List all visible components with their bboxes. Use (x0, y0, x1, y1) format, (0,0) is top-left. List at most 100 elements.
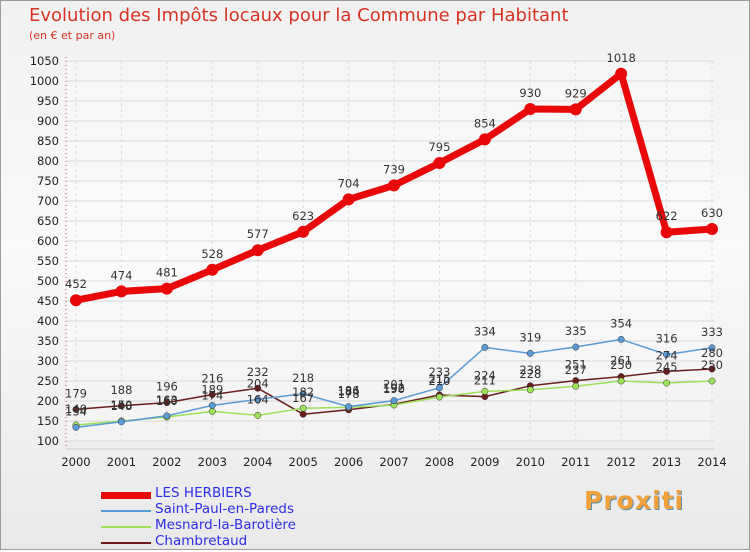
data-point-les-herbiers-2010 (524, 103, 537, 115)
data-point-chambretaud-2003 (208, 391, 216, 399)
data-label-mesnard-la-baroti-re-2009: 224 (474, 368, 496, 382)
data-point-chambretaud-2013 (663, 367, 671, 375)
data-point-les-herbiers-2002 (160, 282, 173, 295)
data-label-saint-paul-en-pareds-2010: 319 (519, 330, 541, 344)
y-tick-label-1000: 1000 (30, 74, 59, 88)
data-label-saint-paul-en-pareds-2004: 204 (247, 376, 269, 390)
data-label-mesnard-la-baroti-re-2005: 182 (292, 385, 314, 399)
data-label-les-herbiers-2004: 577 (247, 227, 269, 241)
data-point-mesnard-la-baroti-re-2010 (526, 386, 534, 394)
x-tick-label-2001: 2001 (107, 455, 136, 469)
data-label-saint-paul-en-pareds-2007: 201 (383, 378, 405, 392)
legend-swatch-mesnard-la-baroti-re (101, 526, 151, 528)
y-tick-label-850: 850 (37, 134, 59, 148)
data-label-saint-paul-en-pareds-2012: 354 (610, 316, 632, 330)
y-tick-label-900: 900 (37, 114, 59, 128)
data-point-saint-paul-en-pareds-2003 (208, 401, 216, 409)
data-point-les-herbiers-2009 (478, 133, 491, 146)
data-label-mesnard-la-baroti-re-2012: 250 (610, 358, 632, 372)
data-label-saint-paul-en-pareds-2013: 316 (656, 332, 678, 346)
legend-label-les-herbiers: LES HERBIERS (155, 485, 252, 501)
data-point-mesnard-la-baroti-re-2011 (572, 382, 580, 390)
data-label-mesnard-la-baroti-re-2002: 160 (156, 394, 178, 408)
chart-title: Evolution des Impôts locaux pour la Comm… (29, 5, 569, 26)
x-tick-label-2012: 2012 (607, 455, 636, 469)
chart-subtitle: (en € et par an) (29, 29, 116, 42)
x-tick-label-2013: 2013 (652, 455, 681, 469)
data-label-chambretaud-2001: 188 (110, 383, 132, 397)
y-tick-label-1050: 1050 (30, 54, 59, 68)
y-tick-label-450: 450 (37, 294, 59, 308)
data-label-les-herbiers-2009: 854 (474, 116, 496, 130)
data-label-les-herbiers-2002: 481 (156, 266, 178, 280)
data-label-saint-paul-en-pareds-2009: 334 (474, 324, 496, 338)
y-tick-label-500: 500 (37, 274, 59, 288)
data-label-saint-paul-en-pareds-2014: 333 (701, 325, 723, 339)
data-point-les-herbiers-2013 (660, 226, 673, 239)
data-label-les-herbiers-2012: 1018 (607, 51, 636, 65)
data-point-les-herbiers-2014 (706, 223, 719, 235)
data-point-les-herbiers-2012 (615, 67, 628, 80)
data-point-les-herbiers-2006 (342, 193, 355, 206)
data-point-les-herbiers-2007 (388, 179, 401, 192)
x-tick-label-2003: 2003 (198, 455, 227, 469)
data-label-mesnard-la-baroti-re-2011: 237 (565, 363, 587, 377)
x-tick-label-2011: 2011 (561, 455, 590, 469)
y-tick-label-400: 400 (37, 314, 59, 328)
data-point-les-herbiers-2004 (251, 244, 264, 257)
data-point-saint-paul-en-pareds-2010 (526, 349, 534, 357)
y-tick-label-800: 800 (37, 154, 59, 168)
legend-swatch-saint-paul-en-pareds (101, 510, 151, 512)
x-tick-label-2010: 2010 (516, 455, 545, 469)
data-label-les-herbiers-2008: 795 (428, 140, 450, 154)
y-tick-label-300: 300 (37, 354, 59, 368)
data-point-chambretaud-2005 (299, 410, 307, 418)
x-tick-label-2004: 2004 (243, 455, 272, 469)
data-point-mesnard-la-baroti-re-2004 (254, 411, 262, 419)
data-point-les-herbiers-2005 (297, 225, 310, 238)
data-label-chambretaud-2004: 232 (247, 365, 269, 379)
data-label-chambretaud-2006: 178 (338, 387, 360, 401)
data-label-chambretaud-2014: 280 (701, 346, 723, 360)
data-point-saint-paul-en-pareds-2011 (572, 343, 580, 351)
y-tick-label-600: 600 (37, 234, 59, 248)
data-point-les-herbiers-2001 (115, 285, 128, 298)
data-point-saint-paul-en-pareds-2007 (390, 397, 398, 405)
legend-label-saint-paul-en-pareds: Saint-Paul-en-Pareds (155, 501, 295, 517)
legend-label-mesnard-la-baroti-re: Mesnard-la-Barotière (155, 517, 296, 533)
data-label-saint-paul-en-pareds-2006: 186 (338, 384, 360, 398)
data-label-chambretaud-2005: 167 (292, 391, 314, 405)
data-label-les-herbiers-2014: 630 (701, 206, 723, 220)
data-label-saint-paul-en-pareds-2003: 189 (201, 382, 223, 396)
data-label-mesnard-la-baroti-re-2001: 150 (110, 398, 132, 412)
data-label-chambretaud-2003: 216 (201, 372, 223, 386)
data-point-mesnard-la-baroti-re-2008 (435, 393, 443, 401)
data-point-mesnard-la-baroti-re-2014 (708, 377, 716, 385)
data-point-saint-paul-en-pareds-2005 (299, 390, 307, 398)
data-point-chambretaud-2002 (163, 399, 171, 407)
data-label-mesnard-la-baroti-re-2007: 190 (383, 382, 405, 396)
data-point-chambretaud-2004 (254, 384, 262, 392)
legend-swatch-les-herbiers (101, 491, 151, 499)
y-tick-label-150: 150 (37, 414, 59, 428)
x-tick-label-2000: 2000 (61, 455, 90, 469)
x-tick-label-2005: 2005 (289, 455, 318, 469)
data-label-chambretaud-2011: 251 (565, 358, 587, 372)
data-label-mesnard-la-baroti-re-2010: 228 (519, 367, 541, 381)
data-label-chambretaud-2010: 238 (519, 363, 541, 377)
data-label-saint-paul-en-pareds-2008: 233 (428, 365, 450, 379)
data-point-saint-paul-en-pareds-2009 (481, 343, 489, 351)
data-point-saint-paul-en-pareds-2000 (72, 423, 80, 431)
y-tick-label-950: 950 (37, 94, 59, 108)
data-label-saint-paul-en-pareds-2005: 218 (292, 371, 314, 385)
x-tick-label-2008: 2008 (425, 455, 454, 469)
data-label-mesnard-la-baroti-re-2006: 184 (338, 384, 360, 398)
data-point-saint-paul-en-pareds-2001 (117, 418, 125, 426)
data-label-chambretaud-2007: 192 (383, 381, 405, 395)
data-point-mesnard-la-baroti-re-2013 (663, 379, 671, 387)
data-point-les-herbiers-2003 (206, 263, 219, 276)
data-point-saint-paul-en-pareds-2006 (345, 403, 353, 411)
x-tick-label-2002: 2002 (152, 455, 181, 469)
data-label-mesnard-la-baroti-re-2000: 140 (65, 402, 87, 416)
